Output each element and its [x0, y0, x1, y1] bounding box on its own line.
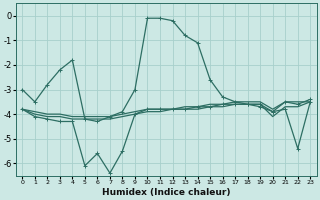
X-axis label: Humidex (Indice chaleur): Humidex (Indice chaleur)	[102, 188, 230, 197]
